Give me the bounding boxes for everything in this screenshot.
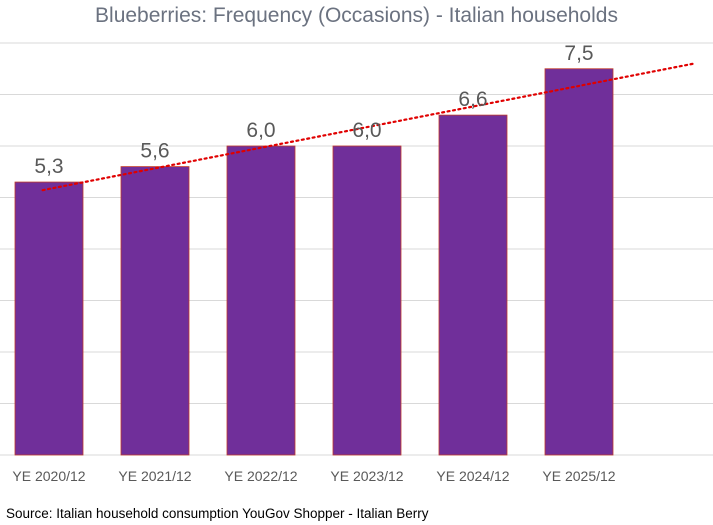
- bars: [14, 68, 614, 456]
- data-label: 6,0: [352, 119, 381, 142]
- data-label: 6,6: [458, 88, 487, 111]
- data-label: 7,5: [564, 42, 593, 65]
- x-tick-label: YE 2023/12: [330, 468, 403, 484]
- x-tick-label: YE 2022/12: [224, 468, 297, 484]
- bar: [544, 68, 614, 456]
- x-tick-label: YE 2025/12: [542, 468, 615, 484]
- trendline-group: [41, 62, 697, 192]
- x-tick-label: YE 2021/12: [118, 468, 191, 484]
- bar: [332, 145, 402, 456]
- data-labels: 5,3 5,6 6,0 6,0 6,6 7,5: [34, 42, 593, 178]
- bar: [226, 145, 296, 456]
- data-label: 6,0: [246, 119, 275, 142]
- bar: [14, 181, 84, 456]
- x-axis-tick-labels: YE 2020/12 YE 2021/12 YE 2022/12 YE 2023/12…: [12, 468, 615, 484]
- chart-plot: 5,35,66,0 6,06,67,5 YE 2020/12 YE 2021/12 Y…: [0, 42, 713, 484]
- bar: [438, 114, 508, 456]
- data-label: 5,3: [34, 155, 63, 178]
- x-tick-label: YE 2024/12: [436, 468, 509, 484]
- data-label: 5,6: [140, 140, 169, 163]
- trendline: [41, 62, 697, 192]
- bar: [120, 166, 190, 456]
- x-tick-label: YE 2020/12: [12, 468, 85, 484]
- chart-title: Blueberries: Frequency (Occasions) - Ita…: [95, 4, 618, 27]
- source-note: Source: Italian household consumption Yo…: [6, 506, 429, 521]
